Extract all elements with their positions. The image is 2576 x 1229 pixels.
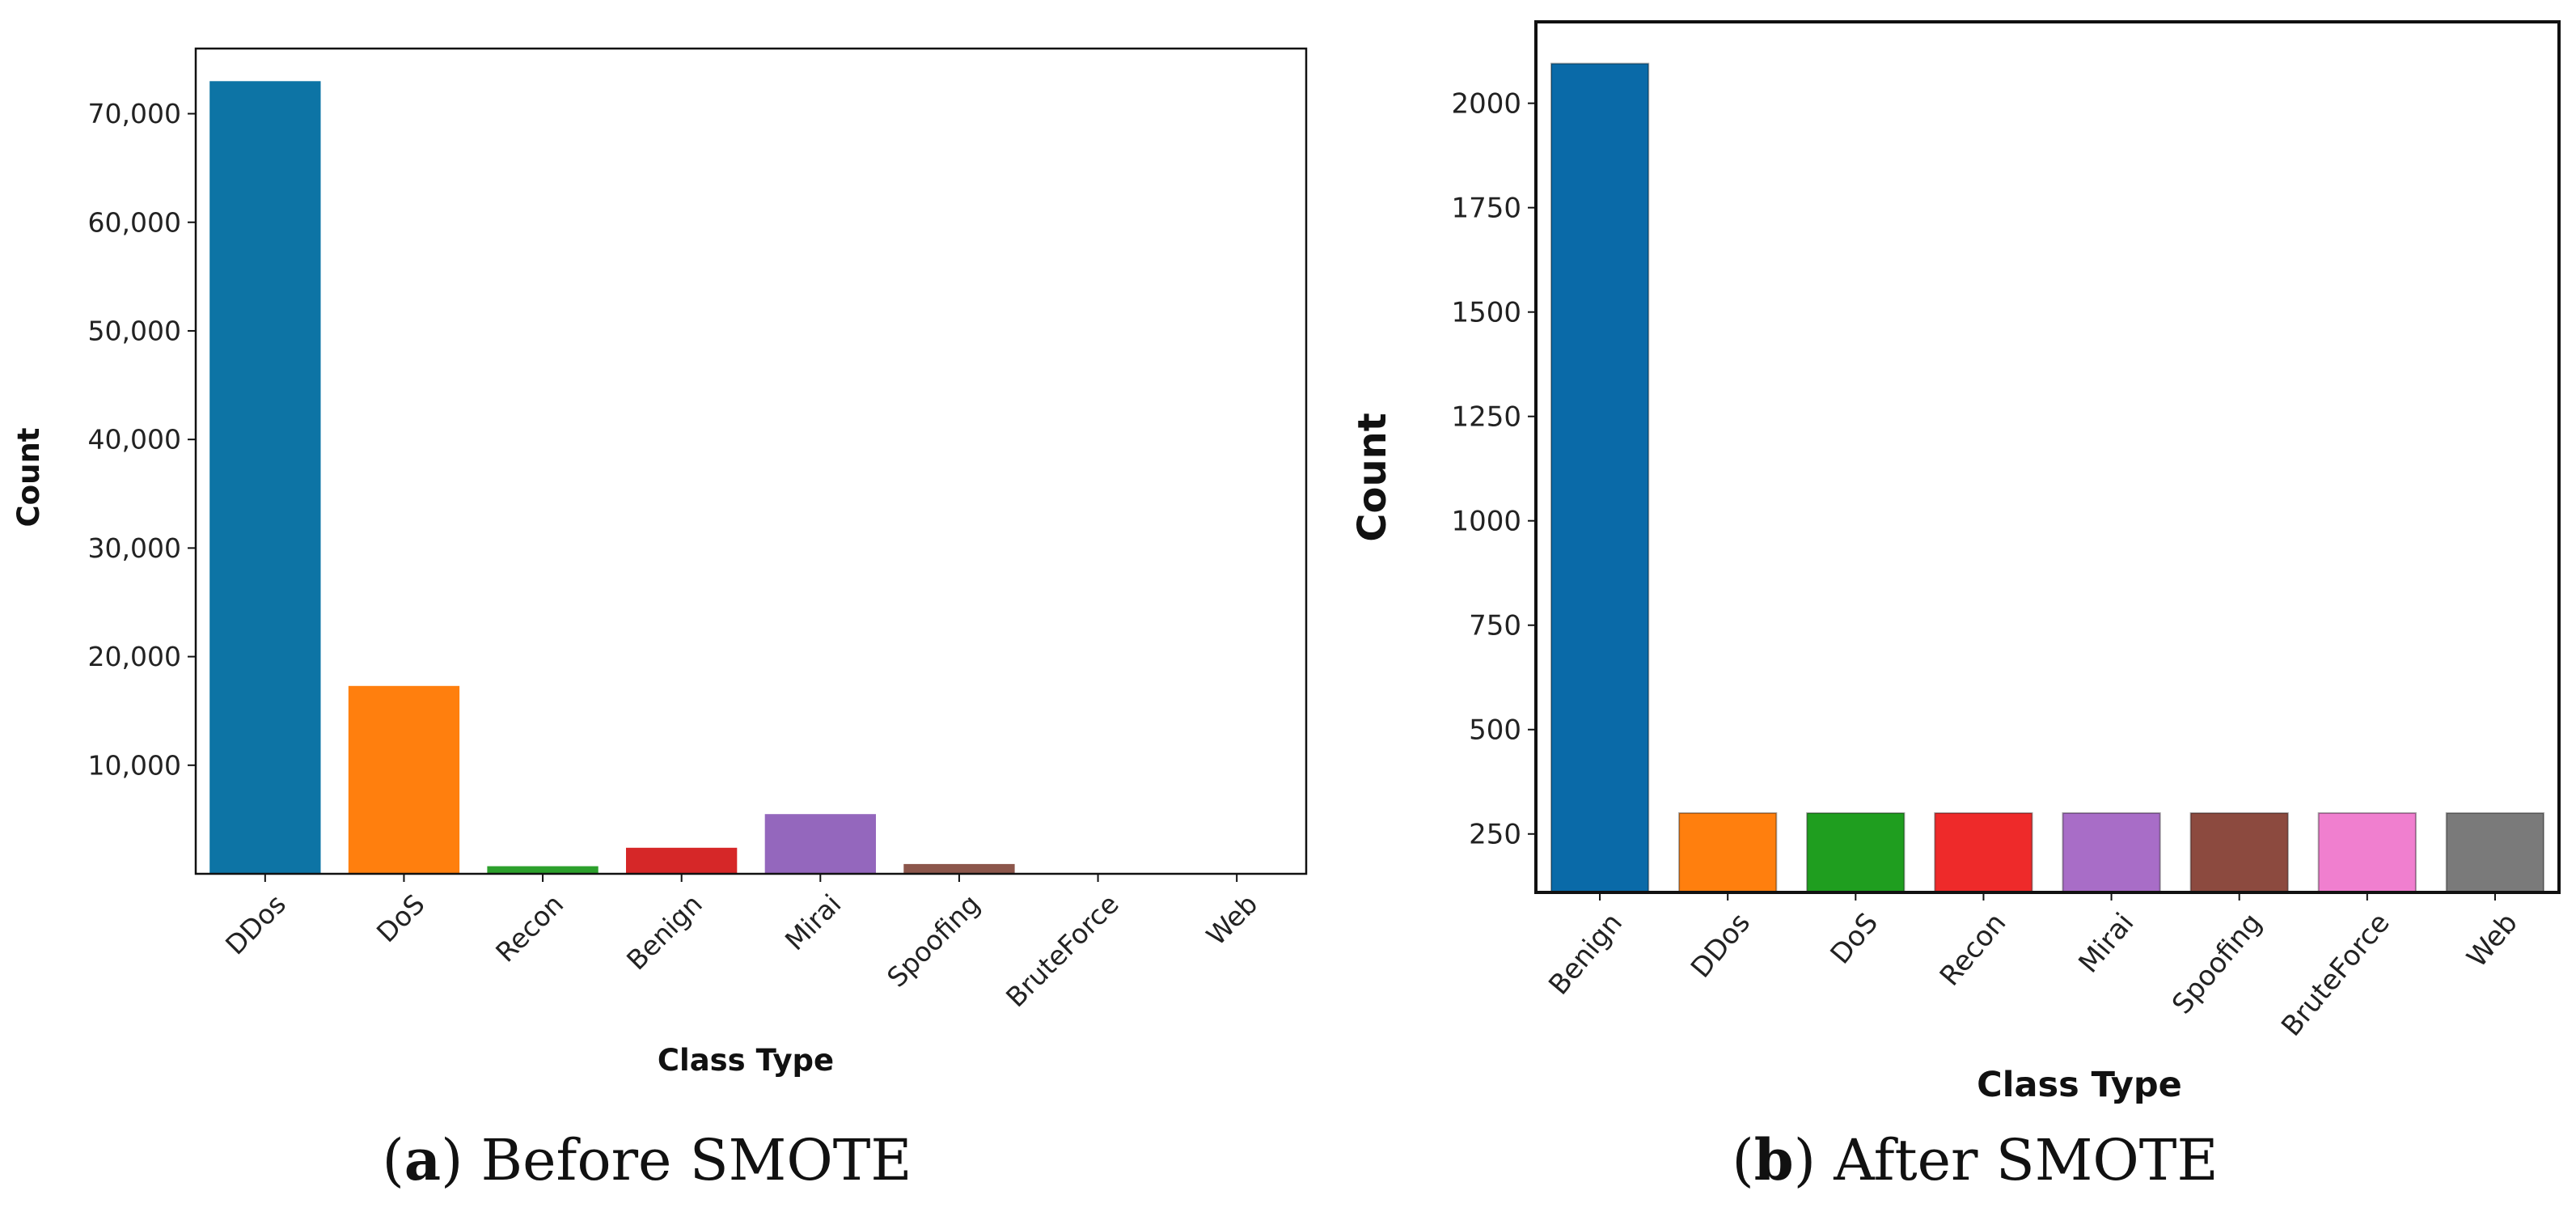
caption-paren-open: ( bbox=[382, 1127, 404, 1193]
bar-ddos bbox=[209, 81, 321, 875]
y-tick-label: 2000 bbox=[1451, 88, 1521, 121]
caption: (a) Before SMOTE bbox=[382, 1126, 912, 1193]
bar-mirai bbox=[2062, 812, 2161, 894]
y-tick-label: 30,000 bbox=[88, 532, 181, 564]
y-tick-label: 40,000 bbox=[88, 424, 181, 456]
bar-bruteforce bbox=[2317, 812, 2417, 894]
bar-spoofing bbox=[2189, 812, 2289, 894]
y-tick-label: 500 bbox=[1469, 714, 1521, 747]
plot-frame bbox=[194, 47, 1308, 875]
y-tick-label: 10,000 bbox=[88, 749, 181, 781]
bar-dos bbox=[1806, 812, 1906, 894]
y-axis-title: Count bbox=[11, 428, 46, 528]
x-axis-title: Class Type bbox=[658, 1043, 834, 1078]
bar-benign bbox=[626, 847, 738, 874]
y-tick-label: 20,000 bbox=[88, 641, 181, 672]
y-tick-label: 1000 bbox=[1451, 506, 1521, 538]
bar-benign bbox=[1550, 62, 1650, 894]
y-tick-label: 50,000 bbox=[88, 315, 181, 346]
bar-recon bbox=[1934, 812, 2033, 894]
y-tick-label: 60,000 bbox=[88, 206, 181, 238]
bar-recon bbox=[487, 866, 599, 874]
bar-spoofing bbox=[903, 863, 1015, 874]
y-tick-label: 750 bbox=[1469, 610, 1521, 642]
bar-mirai bbox=[764, 814, 876, 874]
caption: (b) After SMOTE bbox=[1732, 1126, 2218, 1193]
caption-paren-close: ) bbox=[1794, 1127, 1834, 1193]
y-tick-label: 1750 bbox=[1451, 193, 1521, 225]
y-axis-title: Count bbox=[1350, 413, 1395, 542]
plot-frame bbox=[1534, 20, 2561, 894]
caption-paren-open: ( bbox=[1732, 1127, 1753, 1193]
y-tick-label: 1500 bbox=[1451, 297, 1521, 329]
bar-web bbox=[2445, 812, 2545, 894]
x-axis-title: Class Type bbox=[1977, 1065, 2182, 1105]
caption-letter: b bbox=[1754, 1126, 1794, 1193]
y-tick-label: 70,000 bbox=[88, 98, 181, 129]
caption-text: Before SMOTE bbox=[481, 1127, 912, 1193]
bar-dos bbox=[348, 685, 460, 874]
y-tick-label: 1250 bbox=[1451, 401, 1521, 434]
bar-ddos bbox=[1678, 812, 1778, 894]
caption-text: After SMOTE bbox=[1833, 1127, 2218, 1193]
y-tick-label: 250 bbox=[1469, 819, 1521, 851]
caption-letter: a bbox=[404, 1126, 441, 1193]
caption-paren-close: ) bbox=[441, 1127, 481, 1193]
